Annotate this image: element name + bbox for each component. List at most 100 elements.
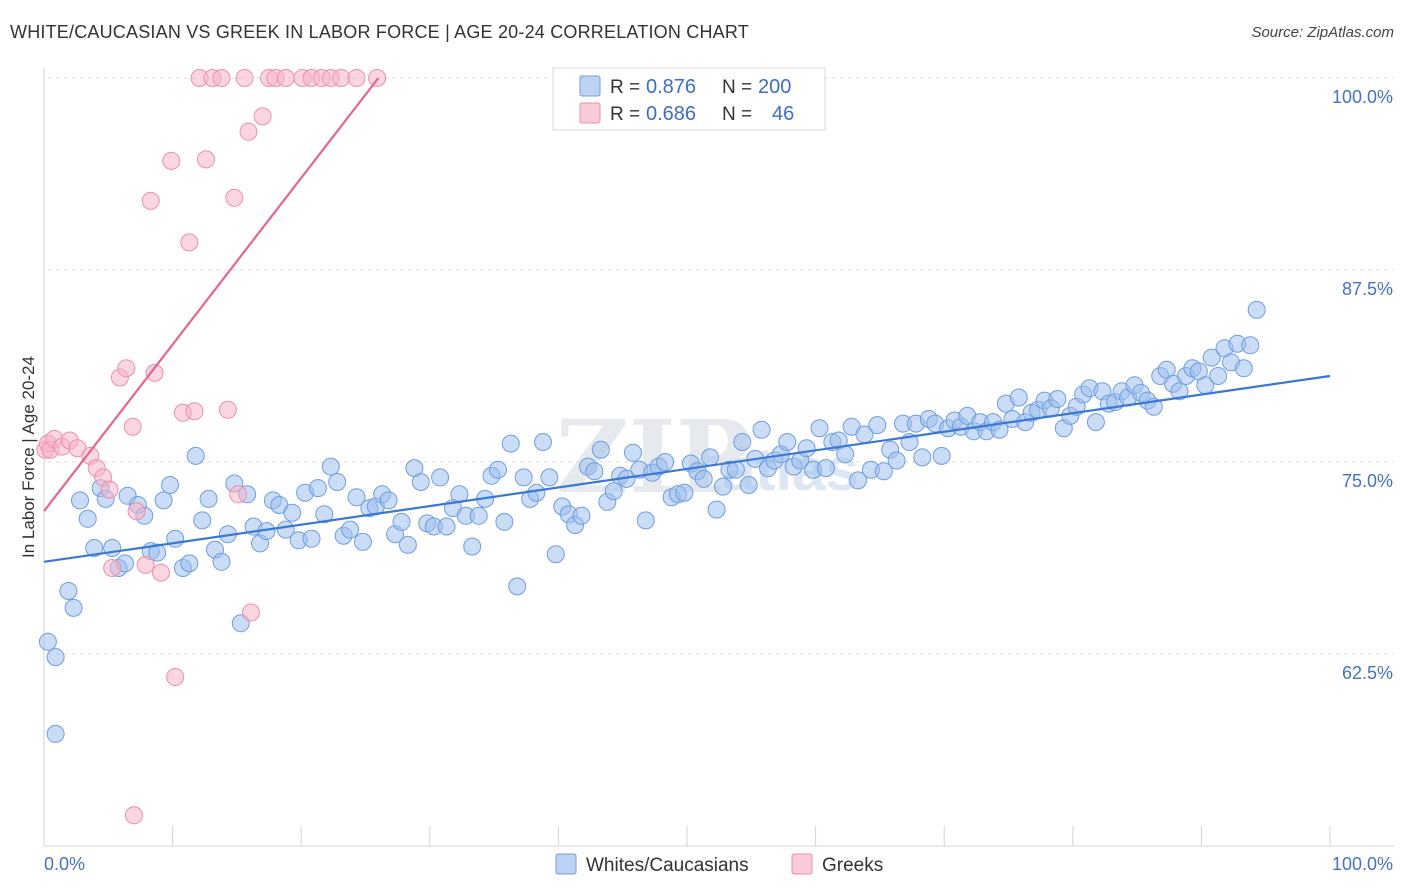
trend-lines [43, 77, 1331, 563]
point-whites [752, 420, 771, 439]
chart-title: WHITE/CAUCASIAN VS GREEK IN LABOR FORCE … [10, 22, 749, 42]
point-whites [624, 443, 642, 462]
legend-swatch-greeks [579, 102, 601, 124]
point-whites [778, 433, 797, 451]
point-whites [495, 512, 514, 531]
point-whites [64, 598, 83, 617]
point-whites [283, 503, 302, 522]
point-whites [1234, 359, 1253, 378]
point-greeks [141, 191, 160, 210]
data-points [36, 69, 1266, 825]
point-greeks [253, 107, 272, 126]
point-whites [302, 529, 321, 548]
point-greeks [117, 359, 136, 378]
point-whites [328, 473, 347, 491]
point-whites [347, 488, 366, 507]
point-whites [707, 500, 726, 519]
point-whites [148, 543, 167, 562]
point-whites [797, 439, 816, 458]
point-whites [585, 462, 604, 481]
point-whites [180, 554, 199, 573]
legend-n-label-greeks: N = [722, 104, 752, 125]
point-whites [38, 632, 57, 651]
point-whites [1247, 300, 1266, 319]
point-whites [78, 509, 97, 528]
point-whites [675, 483, 694, 502]
legend-r-value-whites: 0.876 [646, 76, 696, 98]
point-whites [463, 537, 482, 556]
point-whites [392, 512, 411, 531]
series-whites [38, 300, 1266, 743]
point-whites [161, 476, 179, 494]
point-whites [868, 416, 887, 435]
point-whites [887, 451, 906, 470]
point-whites [739, 476, 758, 494]
legend-n-value-greeks: 46 [772, 103, 794, 125]
point-greeks [197, 150, 215, 169]
point-whites [398, 535, 417, 554]
legend-series-label-greeks: Greeks [822, 855, 883, 876]
point-whites [694, 469, 713, 488]
point-whites [714, 477, 732, 496]
legend-swatch-whites [579, 75, 601, 97]
point-whites [85, 539, 104, 557]
point-whites [46, 648, 65, 667]
point-whites [411, 473, 430, 491]
point-greeks [212, 69, 231, 87]
point-whites [810, 419, 829, 438]
point-whites [154, 491, 173, 510]
y-tick-label: 100.0% [1332, 87, 1393, 107]
point-greeks [218, 400, 237, 419]
point-greeks [127, 502, 146, 521]
legend-series-swatch-greeks [791, 853, 813, 875]
point-greeks [136, 555, 155, 574]
y-tick-label: 75.0% [1342, 471, 1393, 491]
point-whites [1209, 367, 1228, 385]
point-greeks [185, 402, 204, 421]
legend-r-label-greeks: R = [610, 104, 640, 125]
point-whites [540, 468, 559, 487]
point-whites [1241, 336, 1260, 355]
point-greeks [125, 806, 143, 825]
y-axis-label: In Labor Force | Age 20-24 [19, 356, 38, 558]
tick-labels: 100.0% 87.5% 75.0% 62.5% 0.0% 100.0% [44, 87, 1393, 874]
point-greeks [332, 69, 351, 87]
point-whites [534, 433, 552, 451]
point-greeks [152, 563, 170, 582]
point-whites [932, 446, 951, 465]
x-tick-label: 0.0% [44, 854, 85, 874]
series-greeks [36, 69, 387, 825]
point-whites [437, 517, 456, 536]
point-greeks [166, 668, 185, 686]
point-whites [1086, 413, 1105, 432]
point-whites [514, 468, 533, 487]
point-greeks [162, 151, 181, 170]
point-whites [1202, 348, 1221, 367]
legend-r-value-greeks: 0.686 [646, 103, 696, 125]
point-greeks [242, 603, 260, 622]
point-whites [46, 724, 65, 743]
legend-r-label-whites: R = [610, 77, 640, 98]
point-whites [431, 468, 450, 487]
point-whites [1048, 390, 1067, 408]
point-greeks [225, 188, 244, 207]
point-greeks [229, 485, 248, 504]
point-whites [656, 453, 675, 471]
point-whites [308, 479, 327, 498]
point-whites [604, 482, 623, 501]
point-whites [572, 506, 591, 525]
point-whites [874, 462, 893, 481]
point-whites [186, 446, 205, 465]
point-whites [212, 552, 231, 571]
point-whites [353, 532, 372, 551]
point-whites [591, 440, 610, 459]
point-whites [816, 459, 835, 478]
legend-n-value-whites: 200 [758, 76, 791, 98]
chart-source: Source: ZipAtlas.com [1251, 24, 1394, 41]
point-whites [193, 511, 212, 530]
point-whites [321, 457, 340, 476]
legend-stats: R = 0.876 N = 200 R = 0.686 N = 46 [552, 67, 826, 131]
legend-series-swatch-whites [555, 853, 577, 875]
point-greeks [145, 363, 164, 382]
